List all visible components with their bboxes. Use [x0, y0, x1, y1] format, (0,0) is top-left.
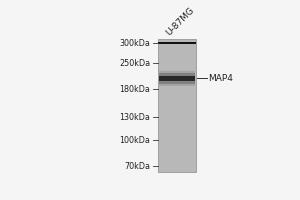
Bar [158, 42, 196, 44]
Text: MAP4: MAP4 [208, 74, 233, 83]
Text: U-87MG: U-87MG [164, 5, 196, 37]
Text: 130kDa: 130kDa [119, 113, 150, 122]
Text: 100kDa: 100kDa [119, 136, 150, 145]
Text: 70kDa: 70kDa [124, 162, 150, 171]
Bar [159, 73, 195, 84]
Bar [159, 76, 195, 81]
Bar [158, 39, 196, 172]
Text: 250kDa: 250kDa [119, 59, 150, 68]
Text: 300kDa: 300kDa [119, 39, 150, 48]
Text: 180kDa: 180kDa [119, 85, 150, 94]
Bar [159, 71, 195, 86]
